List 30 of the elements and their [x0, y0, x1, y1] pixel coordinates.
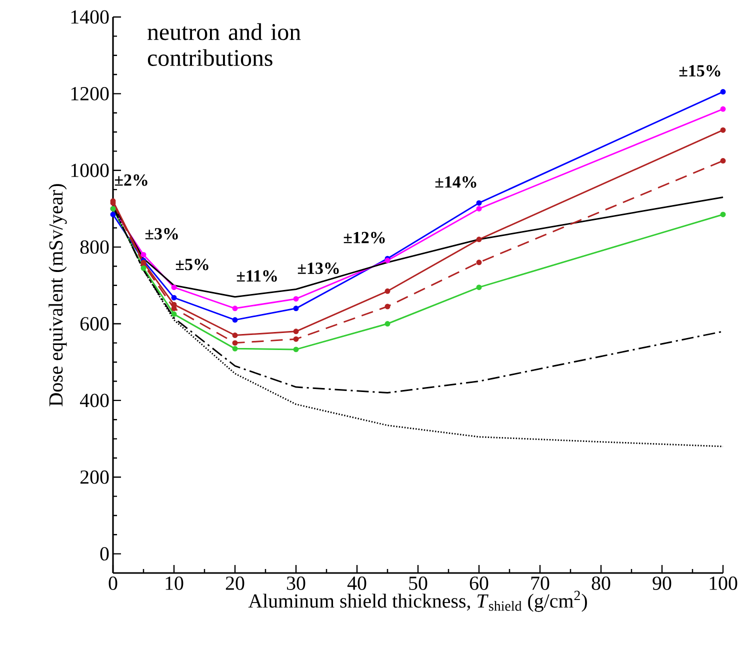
x-tick-label: 0: [108, 576, 118, 590]
y-tick-label: 400: [80, 394, 109, 408]
annotation: ±3%: [145, 228, 178, 240]
annotation: ±5%: [176, 258, 208, 270]
x-tick-label: 70: [531, 576, 550, 590]
x-tick-label: 20: [226, 576, 244, 590]
y-tick-label: 0: [100, 547, 109, 561]
x-tick-label: 90: [652, 576, 672, 590]
y-axis-title: Dose equivalent (mSv/year): [48, 184, 67, 406]
y-tick-label: 600: [80, 317, 109, 330]
y-tick-label: 1400: [71, 10, 109, 24]
x-tick-label: 30: [286, 576, 306, 590]
y-tick-label: 1200: [71, 86, 109, 100]
x-tick-label: 40: [347, 576, 366, 590]
y-tick-label: 200: [80, 470, 109, 484]
annotation: ±11%: [236, 270, 277, 282]
x-tick-label: 80: [592, 576, 610, 590]
annotation: ±15%: [679, 65, 720, 77]
y-tick-label: 800: [80, 240, 109, 254]
annotation: ±13%: [298, 262, 339, 274]
x-axis-title: Aluminum shield thickness, T$_{shield}$ (g/cm$^{2}$): [248, 590, 587, 612]
annotation: ±14%: [435, 176, 476, 188]
annotation: ±12%: [344, 232, 385, 244]
x-tick-label: 10: [166, 576, 184, 590]
y-tick-label: 1000: [71, 164, 109, 178]
x-tick-label: 100: [710, 576, 738, 590]
x-tick-label: 60: [470, 576, 488, 590]
annotation: ±2%: [114, 174, 148, 186]
annotation: neutron and ion contributions: [148, 23, 301, 66]
x-tick-label: 50: [409, 576, 428, 590]
